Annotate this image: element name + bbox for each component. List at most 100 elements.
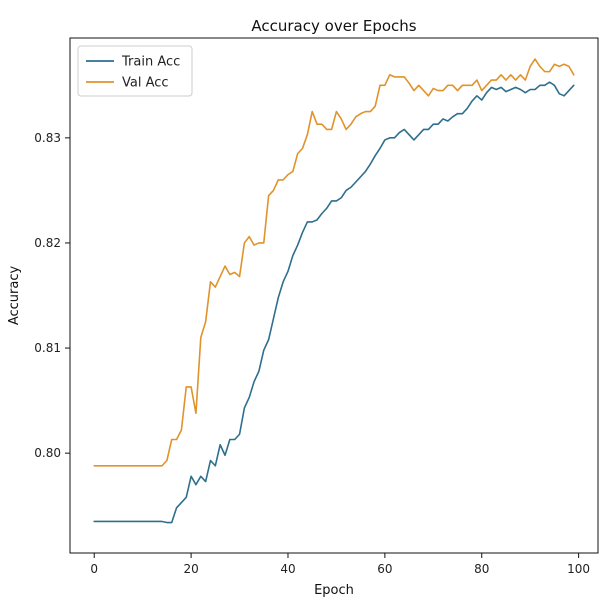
data-point-train-acc [466,107,468,109]
data-point-val-acc [524,79,526,81]
data-point-train-acc [359,176,361,178]
data-point-val-acc [204,321,206,323]
data-point-val-acc [539,65,541,67]
data-point-train-acc [471,100,473,102]
data-point-val-acc [200,336,202,338]
data-point-val-acc [461,84,463,86]
data-point-train-acc [456,112,458,114]
data-point-val-acc [272,189,274,191]
data-point-train-acc [180,501,182,503]
series-line-val-acc [93,58,575,467]
data-point-train-acc [340,197,342,199]
data-point-val-acc [166,459,168,461]
data-point-train-acc [258,370,260,372]
data-point-val-acc [563,63,565,65]
data-point-train-acc [418,133,420,135]
data-point-train-acc [500,86,502,88]
data-point-train-acc [326,207,328,209]
data-point-val-acc [253,244,255,246]
data-point-train-acc [490,86,492,88]
data-point-val-acc [505,79,507,81]
data-point-train-acc [263,349,265,351]
data-point-train-acc [166,521,168,523]
data-point-train-acc [548,81,550,83]
data-point-train-acc [277,296,279,298]
data-point-train-acc [267,338,269,340]
data-point-train-acc [335,200,337,202]
data-point-train-acc [398,131,400,133]
data-point-train-acc [219,444,221,446]
data-point-val-acc [185,386,187,388]
data-point-train-acc [141,520,143,522]
data-point-val-acc [292,170,294,172]
data-point-val-acc [544,70,546,72]
data-point-val-acc [573,74,575,76]
data-point-val-acc [316,123,318,125]
data-point-train-acc [539,84,541,86]
data-point-val-acc [219,275,221,277]
data-point-train-acc [422,128,424,130]
data-point-train-acc [427,128,429,130]
data-point-val-acc [267,194,269,196]
data-point-train-acc [481,99,483,101]
data-point-val-acc [355,116,357,118]
x-tick-label: 80 [474,562,489,576]
plot-frame [69,37,599,554]
data-point-val-acc [456,89,458,91]
data-point-train-acc [224,454,226,456]
data-point-train-acc [185,496,187,498]
legend-label: Val Acc [122,76,169,91]
data-point-val-acc [534,58,536,60]
data-point-val-acc [374,105,376,107]
x-tick-label: 100 [567,562,590,576]
data-point-val-acc [350,123,352,125]
x-tick-label: 20 [183,562,198,576]
data-point-train-acc [379,147,381,149]
data-point-val-acc [190,386,192,388]
data-point-val-acc [151,465,153,467]
data-point-val-acc [553,63,555,65]
data-point-val-acc [229,273,231,275]
data-point-train-acc [384,139,386,141]
data-point-val-acc [529,65,531,67]
data-point-train-acc [514,86,516,88]
data-point-val-acc [311,110,313,112]
y-tick-label: 0.80 [34,446,61,460]
data-point-train-acc [568,89,570,91]
data-point-train-acc [93,520,95,522]
data-point-val-acc [180,429,182,431]
data-point-val-acc [234,271,236,273]
y-tick-label: 0.81 [34,341,61,355]
data-point-train-acc [127,520,129,522]
data-point-train-acc [461,112,463,114]
data-point-train-acc [146,520,148,522]
data-point-train-acc [122,520,124,522]
data-point-train-acc [355,181,357,183]
data-point-train-acc [171,521,173,523]
data-point-train-acc [413,139,415,141]
data-point-train-acc [374,155,376,157]
data-point-val-acc [296,152,298,154]
data-point-val-acc [224,265,226,267]
data-point-val-acc [500,74,502,76]
data-point-val-acc [282,179,284,181]
data-point-train-acc [311,221,313,223]
y-tick-label: 0.83 [34,131,61,145]
data-point-train-acc [345,189,347,191]
data-point-train-acc [132,520,134,522]
data-point-train-acc [485,91,487,93]
data-point-train-acc [98,520,100,522]
data-point-train-acc [234,438,236,440]
data-point-train-acc [403,128,405,130]
data-point-train-acc [151,520,153,522]
data-point-train-acc [209,459,211,461]
data-point-val-acc [132,465,134,467]
data-point-train-acc [103,520,105,522]
data-point-train-acc [476,95,478,97]
data-point-val-acc [321,123,323,125]
data-point-val-acc [209,281,211,283]
data-point-train-acc [292,254,294,256]
x-tick-label: 40 [280,562,295,576]
